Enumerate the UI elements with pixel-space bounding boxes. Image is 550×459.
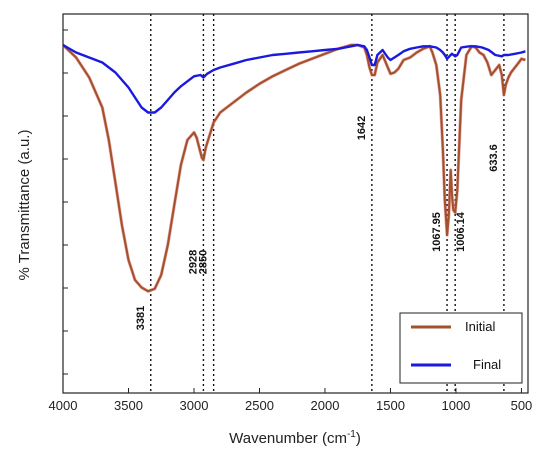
x-tick-label: 1500 <box>376 398 405 413</box>
x-tick-label: 1000 <box>441 398 470 413</box>
legend-label-initial: Initial <box>465 319 495 334</box>
x-axis-label: Wavenumber (cm-1) <box>229 429 361 447</box>
annotation-label: 1067.95 <box>431 212 443 252</box>
x-tick-label: 3500 <box>114 398 143 413</box>
legend: Initial Final <box>399 312 523 384</box>
x-tick-label: 2000 <box>311 398 340 413</box>
x-axis-label-main: Wavenumber (cm <box>229 430 347 447</box>
legend-box <box>399 312 523 384</box>
x-tick-label: 3000 <box>180 398 209 413</box>
annotation-label: 1642 <box>356 116 368 140</box>
x-tick-label: 500 <box>511 398 533 413</box>
legend-label-final: Final <box>473 357 501 372</box>
annotation-label: 633.6 <box>488 144 500 172</box>
x-tick-label: 4000 <box>49 398 78 413</box>
x-tick-label: 2500 <box>245 398 274 413</box>
x-axis-label-close: ) <box>356 430 361 447</box>
y-axis-ticks <box>63 29 68 375</box>
annotation-label: 2928 <box>187 250 199 274</box>
series-line-initial <box>62 44 526 293</box>
y-axis-label: % Transmittance (a.u.) <box>16 130 33 281</box>
annotation-label: 2850 <box>198 250 210 274</box>
annotation-label: 3381 <box>135 306 147 330</box>
series-line-final <box>62 43 526 114</box>
annotation-label: 1006.14 <box>455 211 467 252</box>
series-group <box>61 43 526 293</box>
x-axis-label-superscript: -1 <box>347 429 356 440</box>
x-axis-ticks: 4000 3500 3000 2500 2000 1500 1000 500 <box>49 388 533 413</box>
